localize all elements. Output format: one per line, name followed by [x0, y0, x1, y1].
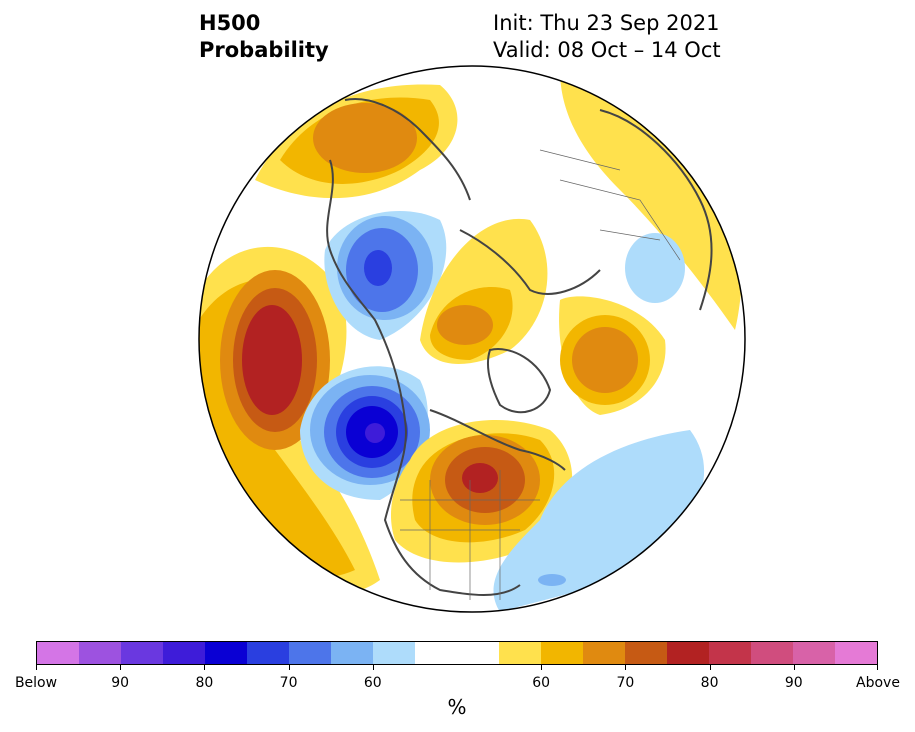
colorbar-swatch — [541, 642, 583, 664]
colorbar-tick — [709, 664, 711, 670]
colorbar-swatch — [835, 642, 877, 664]
eastern-canada-positive-anomaly — [390, 420, 573, 563]
europe-negative-anomaly — [625, 233, 685, 303]
init-date: Init: Thu 23 Sep 2021 — [493, 11, 720, 35]
valid-range: Valid: 08 Oct – 14 Oct — [493, 38, 721, 62]
greenland-positive-anomaly — [559, 296, 666, 415]
arctic-positive-anomaly — [420, 218, 548, 364]
colorbar-tick — [204, 664, 206, 670]
colorbar-swatch — [457, 642, 499, 664]
colorbar-swatch — [793, 642, 835, 664]
title-line-quantity: Probability — [199, 38, 329, 62]
colorbar-tick-label: 80 — [700, 675, 719, 691]
borders — [400, 149, 681, 600]
colorbar-swatch — [205, 642, 247, 664]
colorbar-swatch — [499, 642, 541, 664]
bering-positive-anomaly — [255, 84, 458, 199]
colorbar-tick-label: 60 — [363, 675, 382, 691]
colorbar-tick-label: 60 — [532, 675, 551, 691]
colorbar-tick-label: Below — [14, 675, 58, 691]
colorbar-swatch — [331, 642, 373, 664]
title-line-variable: H500 — [199, 11, 261, 35]
colorbar-tick — [288, 664, 290, 670]
colorbar-swatch — [121, 642, 163, 664]
colorbar-tick — [541, 664, 543, 670]
chart-title: H500 Probability — [199, 10, 329, 64]
colorbar-tick-label: 70 — [279, 675, 298, 691]
colorbar-swatch — [751, 642, 793, 664]
colorbar-swatch — [163, 642, 205, 664]
probability-colorbar — [36, 641, 878, 665]
colorbar-tick-label: Above — [856, 675, 900, 691]
probability-field — [199, 66, 745, 612]
colorbar-swatch — [37, 642, 79, 664]
siberia-negative-anomaly — [324, 211, 447, 340]
colorbar-tick — [793, 664, 795, 670]
map-boundary — [198, 65, 746, 613]
colorbar-tick — [36, 664, 37, 670]
colorbar-ticks — [36, 664, 878, 672]
colorbar-swatch — [415, 642, 457, 664]
colorbar-tick-label: 80 — [195, 675, 214, 691]
colorbar-swatch — [289, 642, 331, 664]
colorbar-tick — [120, 664, 122, 670]
colorbar-unit-label: % — [447, 695, 467, 719]
colorbar-swatch — [79, 642, 121, 664]
colorbar-tick-label: 90 — [111, 675, 130, 691]
colorbar-swatch — [625, 642, 667, 664]
colorbar-tick — [625, 664, 627, 670]
colorbar-tick — [877, 664, 878, 670]
colorbar-tick-label: 70 — [616, 675, 635, 691]
colorbar-swatch — [373, 642, 415, 664]
western-north-america-negative-anomaly — [300, 366, 430, 500]
coastlines — [326, 98, 713, 596]
atlantic-negative-anomaly — [493, 430, 705, 612]
colorbar-tick-label: 90 — [784, 675, 803, 691]
colorbar-swatch — [709, 642, 751, 664]
colorbar-tick — [372, 664, 374, 670]
colorbar-swatch — [583, 642, 625, 664]
colorbar-swatch — [247, 642, 289, 664]
colorbar-swatch — [667, 642, 709, 664]
forecast-dates: Init: Thu 23 Sep 2021 Valid: 08 Oct – 14… — [493, 10, 721, 64]
